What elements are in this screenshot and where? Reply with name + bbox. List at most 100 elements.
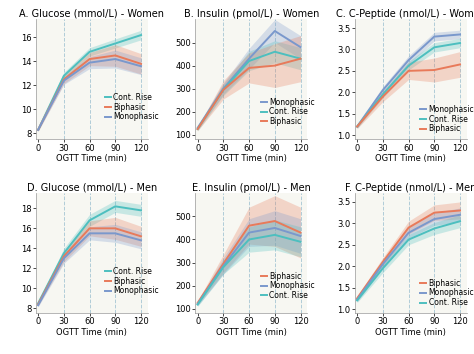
Line: Biphasic: Biphasic bbox=[357, 64, 460, 126]
Biphasic bbox=[354, 296, 360, 301]
X-axis label: OGTT Time (min): OGTT Time (min) bbox=[56, 154, 127, 163]
Biphasic bbox=[112, 226, 118, 230]
Line: Cont. Rise: Cont. Rise bbox=[198, 52, 301, 129]
Title: B. Insulin (pmol/L) - Women: B. Insulin (pmol/L) - Women bbox=[183, 9, 319, 19]
Biphasic bbox=[138, 234, 144, 239]
Cont. Rise bbox=[112, 41, 118, 46]
Cont. Rise bbox=[246, 238, 252, 242]
Biphasic bbox=[431, 211, 437, 215]
Line: Monophasic: Monophasic bbox=[357, 34, 460, 126]
Title: F. C-Peptide (nmol/L) - Men: F. C-Peptide (nmol/L) - Men bbox=[345, 183, 474, 193]
Monophasic bbox=[138, 238, 144, 242]
Biphasic bbox=[246, 223, 252, 228]
Monophasic bbox=[35, 128, 41, 132]
Biphasic bbox=[406, 225, 411, 230]
Monophasic bbox=[457, 213, 463, 217]
Monophasic bbox=[354, 297, 360, 302]
Biphasic bbox=[298, 57, 303, 61]
Cont. Rise bbox=[406, 64, 411, 68]
Monophasic bbox=[380, 262, 386, 266]
Monophasic bbox=[35, 303, 41, 307]
Legend: Cont. Rise, Biphasic, Monophasic: Cont. Rise, Biphasic, Monophasic bbox=[105, 267, 158, 295]
Biphasic bbox=[195, 301, 201, 305]
Biphasic bbox=[61, 77, 67, 81]
Line: Monophasic: Monophasic bbox=[198, 228, 301, 304]
Monophasic bbox=[380, 88, 386, 92]
Cont. Rise bbox=[298, 57, 303, 61]
Biphasic bbox=[431, 68, 437, 72]
Cont. Rise bbox=[406, 238, 411, 242]
Cont. Rise bbox=[195, 302, 201, 307]
Title: E. Insulin (pmol/L) - Men: E. Insulin (pmol/L) - Men bbox=[192, 183, 310, 193]
Monophasic bbox=[298, 45, 303, 49]
Biphasic bbox=[195, 127, 201, 131]
Line: Biphasic: Biphasic bbox=[38, 228, 141, 304]
Monophasic bbox=[220, 86, 226, 91]
Line: Biphasic: Biphasic bbox=[357, 211, 460, 298]
Monophasic bbox=[195, 126, 201, 130]
Cont. Rise bbox=[354, 124, 360, 129]
X-axis label: OGTT Time (min): OGTT Time (min) bbox=[375, 154, 446, 163]
Cont. Rise bbox=[35, 301, 41, 306]
Monophasic bbox=[138, 64, 144, 68]
Cont. Rise bbox=[220, 265, 226, 269]
Cont. Rise bbox=[457, 41, 463, 45]
Monophasic bbox=[406, 231, 411, 235]
Biphasic bbox=[380, 260, 386, 264]
Biphasic bbox=[298, 230, 303, 235]
Cont. Rise bbox=[138, 33, 144, 37]
Cont. Rise bbox=[61, 74, 67, 78]
Biphasic bbox=[406, 69, 411, 73]
Monophasic bbox=[298, 234, 303, 238]
Monophasic bbox=[61, 79, 67, 83]
Cont. Rise bbox=[246, 59, 252, 63]
Line: Biphasic: Biphasic bbox=[198, 221, 301, 303]
Monophasic bbox=[220, 264, 226, 268]
Line: Cont. Rise: Cont. Rise bbox=[38, 35, 141, 130]
Cont. Rise bbox=[138, 208, 144, 212]
Cont. Rise bbox=[195, 127, 201, 131]
Monophasic bbox=[406, 58, 411, 62]
Biphasic bbox=[354, 124, 360, 129]
Line: Cont. Rise: Cont. Rise bbox=[38, 206, 141, 303]
Cont. Rise bbox=[272, 233, 278, 237]
Legend: Biphasic, Monophasic, Cont. Rise: Biphasic, Monophasic, Cont. Rise bbox=[261, 272, 315, 300]
Monophasic bbox=[431, 34, 437, 39]
Biphasic bbox=[457, 62, 463, 67]
Line: Cont. Rise: Cont. Rise bbox=[357, 221, 460, 301]
X-axis label: OGTT Time (min): OGTT Time (min) bbox=[56, 328, 127, 337]
Monophasic bbox=[112, 57, 118, 61]
Cont. Rise bbox=[380, 92, 386, 97]
Cont. Rise bbox=[35, 128, 41, 132]
Monophasic bbox=[457, 32, 463, 36]
Biphasic bbox=[457, 209, 463, 213]
Monophasic bbox=[272, 29, 278, 33]
Line: Biphasic: Biphasic bbox=[38, 56, 141, 130]
Cont. Rise bbox=[380, 266, 386, 270]
Monophasic bbox=[61, 256, 67, 261]
Cont. Rise bbox=[431, 45, 437, 50]
Cont. Rise bbox=[457, 219, 463, 223]
Monophasic bbox=[272, 226, 278, 230]
Cont. Rise bbox=[298, 240, 303, 244]
Biphasic bbox=[61, 254, 67, 258]
Monophasic bbox=[354, 124, 360, 129]
Line: Cont. Rise: Cont. Rise bbox=[357, 43, 460, 126]
Monophasic bbox=[112, 231, 118, 235]
Cont. Rise bbox=[431, 226, 437, 230]
Biphasic bbox=[272, 63, 278, 68]
Biphasic bbox=[35, 128, 41, 132]
Biphasic bbox=[220, 88, 226, 92]
Biphasic bbox=[138, 62, 144, 66]
X-axis label: OGTT Time (min): OGTT Time (min) bbox=[216, 328, 287, 337]
Cont. Rise bbox=[87, 50, 92, 54]
Line: Monophasic: Monophasic bbox=[38, 59, 141, 130]
Cont. Rise bbox=[112, 204, 118, 209]
Cont. Rise bbox=[87, 218, 92, 222]
Biphasic bbox=[35, 302, 41, 307]
Biphasic bbox=[220, 262, 226, 266]
Biphasic bbox=[380, 95, 386, 99]
Biphasic bbox=[87, 226, 92, 230]
Monophasic bbox=[87, 61, 92, 65]
Monophasic bbox=[431, 217, 437, 221]
